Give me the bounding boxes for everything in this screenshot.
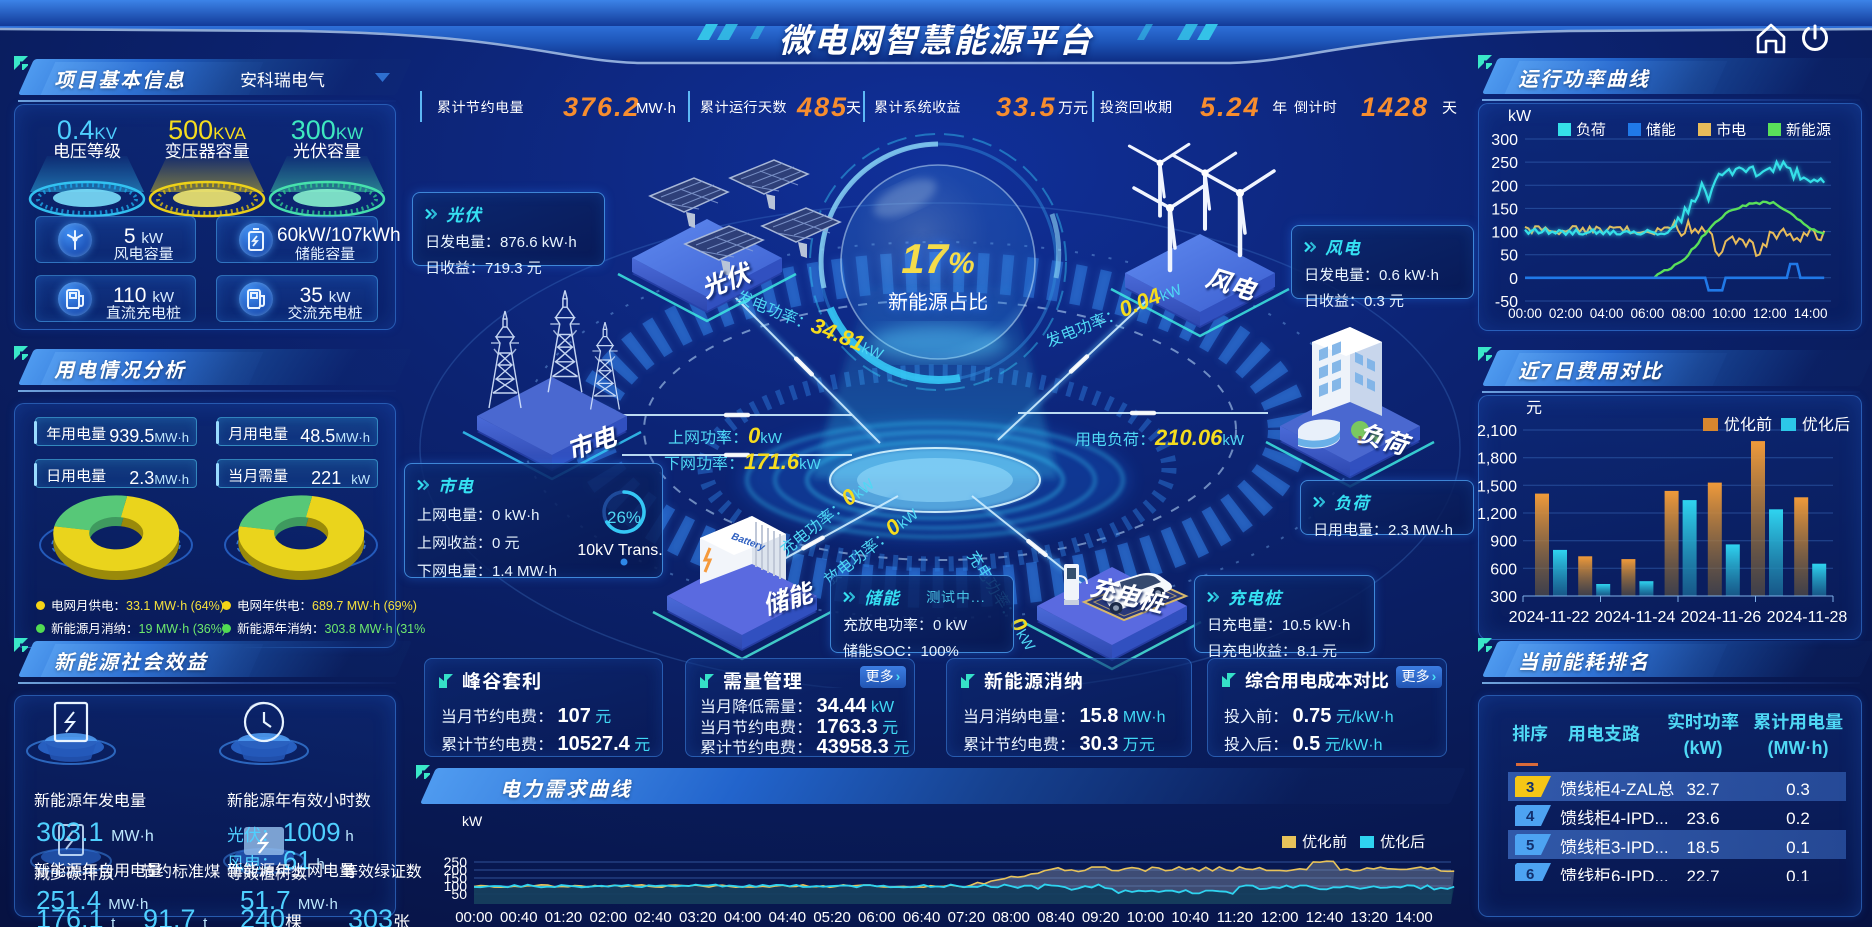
svg-text:优化后: 优化后 bbox=[1802, 411, 1850, 435]
svg-text:12:00: 12:00 bbox=[1753, 302, 1787, 322]
svg-text:2024-11-24: 2024-11-24 bbox=[1595, 603, 1676, 627]
svg-text:14:00: 14:00 bbox=[1794, 302, 1828, 322]
svg-text:00:00: 00:00 bbox=[1508, 302, 1542, 322]
svg-text:00:00: 00:00 bbox=[455, 906, 493, 927]
svg-text:新能源: 新能源 bbox=[1786, 119, 1831, 140]
svg-text:08:00: 08:00 bbox=[992, 906, 1030, 927]
svg-text:2024-11-26: 2024-11-26 bbox=[1681, 603, 1762, 627]
svg-text:10:40: 10:40 bbox=[1171, 906, 1209, 927]
svg-text:00:40: 00:40 bbox=[500, 906, 538, 927]
svg-text:优化后: 优化后 bbox=[1380, 831, 1425, 852]
svg-text:11:20: 11:20 bbox=[1217, 906, 1253, 927]
svg-text:03:20: 03:20 bbox=[679, 906, 717, 927]
svg-text:08:00: 08:00 bbox=[1671, 302, 1705, 322]
svg-text:0: 0 bbox=[1509, 265, 1518, 289]
svg-text:2024-11-22: 2024-11-22 bbox=[1509, 603, 1590, 627]
svg-text:10:00: 10:00 bbox=[1712, 302, 1746, 322]
svg-text:2024-11-28: 2024-11-28 bbox=[1767, 603, 1848, 627]
svg-text:1,800: 1,800 bbox=[1478, 445, 1517, 469]
svg-text:优化前: 优化前 bbox=[1302, 831, 1347, 852]
svg-text:14:00: 14:00 bbox=[1395, 906, 1433, 927]
svg-text:12:40: 12:40 bbox=[1306, 906, 1344, 927]
svg-text:储能: 储能 bbox=[1646, 119, 1676, 140]
svg-text:优化前: 优化前 bbox=[1724, 411, 1772, 435]
svg-text:150: 150 bbox=[444, 868, 468, 888]
svg-text:04:40: 04:40 bbox=[769, 906, 807, 927]
svg-text:900: 900 bbox=[1490, 528, 1517, 552]
svg-text:市电: 市电 bbox=[1716, 119, 1746, 140]
svg-text:150: 150 bbox=[1491, 195, 1518, 219]
svg-text:250: 250 bbox=[444, 852, 468, 872]
svg-text:250: 250 bbox=[1491, 149, 1518, 173]
svg-text:2,100: 2,100 bbox=[1478, 417, 1517, 441]
svg-text:1,200: 1,200 bbox=[1478, 500, 1517, 524]
svg-text:02:00: 02:00 bbox=[590, 906, 628, 927]
svg-text:300: 300 bbox=[1491, 126, 1518, 150]
svg-text:负荷: 负荷 bbox=[1576, 119, 1606, 140]
svg-text:50: 50 bbox=[1500, 242, 1518, 266]
svg-text:04:00: 04:00 bbox=[1590, 302, 1624, 322]
svg-text:100: 100 bbox=[444, 876, 468, 896]
svg-text:04:00: 04:00 bbox=[724, 906, 762, 927]
svg-text:02:40: 02:40 bbox=[634, 906, 672, 927]
svg-text:kW: kW bbox=[462, 812, 483, 831]
svg-text:50: 50 bbox=[451, 884, 467, 904]
svg-text:100: 100 bbox=[1491, 219, 1518, 243]
svg-text:01:20: 01:20 bbox=[545, 906, 583, 927]
svg-text:06:00: 06:00 bbox=[1631, 302, 1665, 322]
svg-text:06:40: 06:40 bbox=[903, 906, 941, 927]
svg-text:05:20: 05:20 bbox=[813, 906, 851, 927]
svg-text:07:20: 07:20 bbox=[948, 906, 986, 927]
svg-text:600: 600 bbox=[1490, 555, 1517, 579]
svg-text:09:20: 09:20 bbox=[1082, 906, 1120, 927]
svg-text:02:00: 02:00 bbox=[1549, 302, 1583, 322]
svg-text:200: 200 bbox=[444, 860, 468, 880]
svg-text:300: 300 bbox=[1490, 583, 1517, 607]
svg-text:13:20: 13:20 bbox=[1350, 906, 1388, 927]
svg-text:1,500: 1,500 bbox=[1478, 472, 1517, 496]
svg-text:kW: kW bbox=[1508, 103, 1532, 126]
svg-text:元: 元 bbox=[1526, 395, 1542, 418]
svg-text:200: 200 bbox=[1491, 172, 1518, 196]
svg-text:08:40: 08:40 bbox=[1037, 906, 1075, 927]
svg-text:12:00: 12:00 bbox=[1261, 906, 1299, 927]
svg-text:10:00: 10:00 bbox=[1127, 906, 1165, 927]
svg-text:06:00: 06:00 bbox=[858, 906, 896, 927]
svg-text:-50: -50 bbox=[1495, 288, 1518, 312]
